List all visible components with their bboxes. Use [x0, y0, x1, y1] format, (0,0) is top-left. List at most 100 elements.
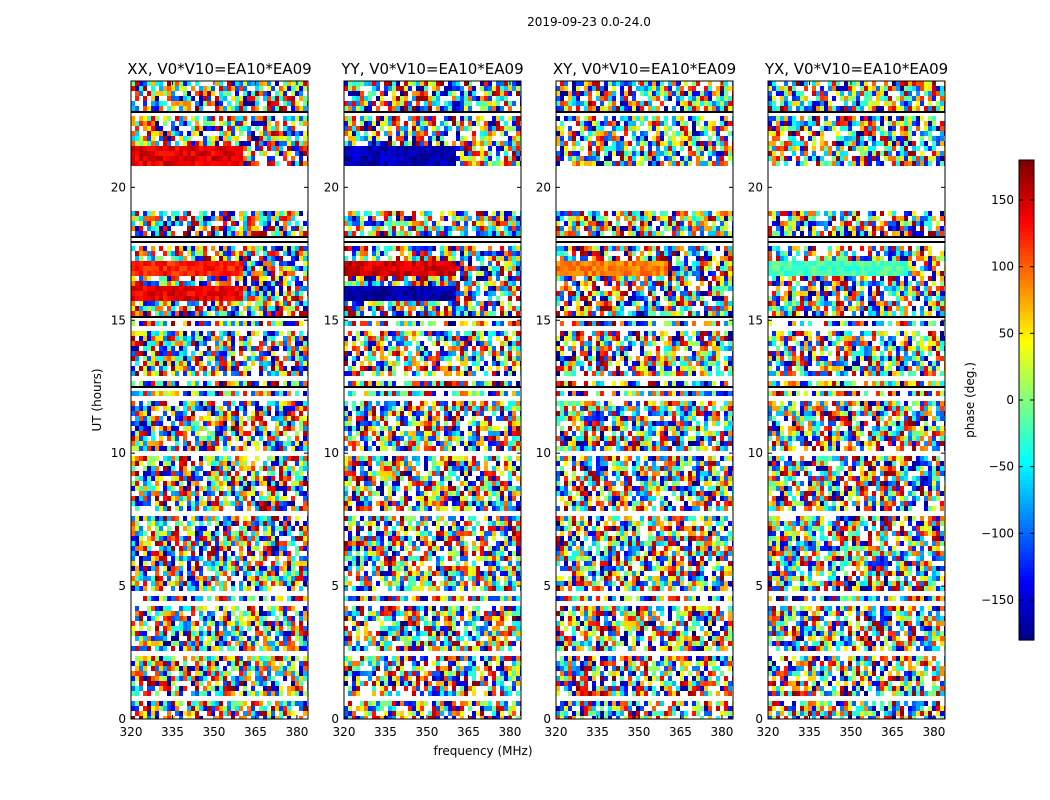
y-tick-label: 5 — [331, 579, 339, 593]
colorbar-segment — [1019, 412, 1034, 417]
colorbar-tick-label: 100 — [991, 260, 1014, 274]
x-tick-label: 335 — [798, 725, 821, 739]
y-tick-label: 10 — [748, 446, 763, 460]
colorbar-segment — [1019, 620, 1034, 625]
colorbar-segment — [1019, 188, 1034, 193]
colorbar-segment — [1019, 364, 1034, 369]
y-tick-label: 10 — [536, 446, 551, 460]
colorbar-segment — [1019, 516, 1034, 521]
colorbar-segment — [1019, 416, 1034, 421]
colorbar-segment — [1019, 564, 1034, 569]
y-tick-label: 15 — [536, 313, 551, 327]
colorbar-segment — [1019, 196, 1034, 201]
colorbar-segment — [1019, 460, 1034, 465]
phase-heatmap — [344, 81, 521, 719]
phase-heatmap — [768, 81, 945, 719]
y-tick-label: 20 — [111, 180, 126, 194]
colorbar-segment — [1019, 396, 1034, 401]
colorbar-segment — [1019, 464, 1034, 469]
colorbar-segment — [1019, 324, 1034, 329]
colorbar-segment — [1019, 380, 1034, 385]
colorbar-segment — [1019, 628, 1034, 633]
colorbar-segment — [1019, 592, 1034, 597]
colorbar-segment — [1019, 172, 1034, 177]
x-tick-label: 365 — [881, 725, 904, 739]
colorbar-segment — [1019, 200, 1034, 205]
x-tick-label: 365 — [457, 725, 480, 739]
colorbar-segment — [1019, 424, 1034, 429]
colorbar-segment — [1019, 452, 1034, 457]
phase-heatmap — [131, 81, 308, 719]
colorbar-segment — [1019, 400, 1034, 405]
colorbar-segment — [1019, 320, 1034, 325]
colorbar-segment — [1019, 496, 1034, 501]
colorbar-segment — [1019, 632, 1034, 637]
panel-yy: YY, V0*V10=EA10*EA09 320 335 350 365 380 0 5 10 1… — [324, 60, 524, 739]
colorbar-segment — [1019, 560, 1034, 565]
colorbar-segment — [1019, 292, 1034, 297]
colorbar-segment — [1019, 184, 1034, 189]
colorbar-segment — [1019, 456, 1034, 461]
colorbar-segment — [1019, 376, 1034, 381]
colorbar-segment — [1019, 252, 1034, 257]
colorbar-segment — [1019, 216, 1034, 221]
colorbar-segment — [1019, 636, 1034, 641]
colorbar-segment — [1019, 476, 1034, 481]
colorbar-segment — [1019, 164, 1034, 169]
colorbar-segment — [1019, 348, 1034, 353]
colorbar-segment — [1019, 544, 1034, 549]
panel-title: XY, V0*V10=EA10*EA09 — [553, 60, 736, 78]
colorbar-label: phase (deg.) — [963, 362, 977, 438]
colorbar-segment — [1019, 600, 1034, 605]
colorbar-segment — [1019, 532, 1034, 537]
y-tick-label: 15 — [748, 313, 763, 327]
colorbar-segment — [1019, 248, 1034, 253]
x-tick-label: 320 — [757, 725, 780, 739]
colorbar-segment — [1019, 264, 1034, 269]
colorbar-segment — [1019, 332, 1034, 337]
colorbar-segment — [1019, 624, 1034, 629]
colorbar-segment — [1019, 212, 1034, 217]
panel-yx: YX, V0*V10=EA10*EA09 320 335 350 365 380 0 5 10 1… — [748, 60, 948, 739]
colorbar-segment — [1019, 568, 1034, 573]
x-tick-label: 320 — [120, 725, 143, 739]
colorbar-segment — [1019, 168, 1034, 173]
y-axis-label: UT (hours) — [90, 368, 104, 431]
colorbar-segment — [1019, 584, 1034, 589]
x-tick-label: 335 — [586, 725, 609, 739]
colorbar-segment — [1019, 260, 1034, 265]
x-tick-label: 350 — [628, 725, 651, 739]
x-tick-label: 320 — [333, 725, 356, 739]
colorbar-segment — [1019, 500, 1034, 505]
colorbar-segment — [1019, 360, 1034, 365]
colorbar-segment — [1019, 556, 1034, 561]
y-tick-label: 5 — [118, 579, 126, 593]
panel-title: XX, V0*V10=EA10*EA09 — [127, 60, 311, 78]
panel-title: YX, V0*V10=EA10*EA09 — [764, 60, 948, 78]
colorbar-segment — [1019, 336, 1034, 341]
x-tick-label: 380 — [922, 725, 945, 739]
colorbar-segment — [1019, 232, 1034, 237]
colorbar-segment — [1019, 504, 1034, 509]
y-tick-label: 0 — [118, 712, 126, 726]
phase-heatmap — [556, 81, 733, 719]
colorbar-segment — [1019, 312, 1034, 317]
colorbar-segment — [1019, 604, 1034, 609]
colorbar-segment — [1019, 204, 1034, 209]
colorbar-segment — [1019, 536, 1034, 541]
colorbar-segment — [1019, 384, 1034, 389]
panel-xy: XY, V0*V10=EA10*EA09 320 335 350 365 380 0 5 10 1… — [536, 60, 736, 739]
y-tick-label: 5 — [755, 579, 763, 593]
colorbar-segment — [1019, 440, 1034, 445]
colorbar-segment — [1019, 492, 1034, 497]
x-tick-label: 320 — [545, 725, 568, 739]
axes-frame — [555, 80, 734, 720]
colorbar-segment — [1019, 328, 1034, 333]
colorbar-segment — [1019, 420, 1034, 425]
axes-frame — [767, 80, 946, 720]
colorbar-segment — [1019, 276, 1034, 281]
colorbar-segment — [1019, 220, 1034, 225]
figure-suptitle: 2019-09-23 0.0-24.0 — [527, 15, 651, 29]
colorbar-segment — [1019, 488, 1034, 493]
colorbar-segment — [1019, 508, 1034, 513]
